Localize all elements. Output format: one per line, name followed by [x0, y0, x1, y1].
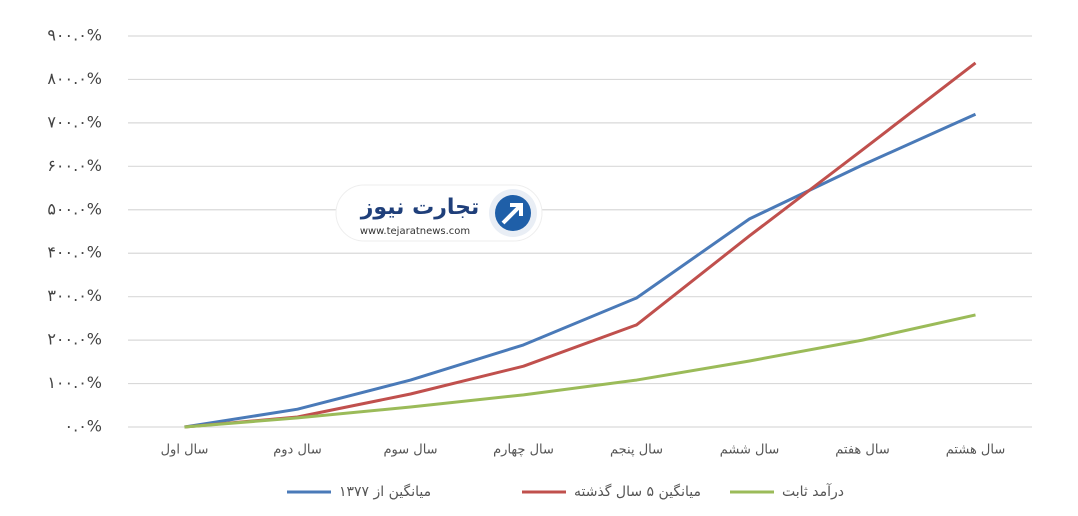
- series-line: [184, 313, 976, 429]
- legend-label: میانگین ۵ سال گذشته: [574, 483, 701, 500]
- watermark-arrow: [501, 203, 523, 225]
- x-tick-label: سال دوم: [273, 443, 322, 458]
- y-tick-label: ۲۰۰.۰%: [47, 330, 102, 349]
- x-tick-label: سال چهارم: [493, 443, 554, 458]
- series-line: [184, 61, 977, 429]
- y-tick-label: ۸۰۰.۰%: [47, 69, 102, 88]
- watermark-title: تجارت نیوز: [360, 195, 480, 220]
- legend-label: درآمد ثابت: [782, 483, 844, 500]
- series-line: [184, 112, 977, 429]
- y-tick-label: ۱۰۰.۰%: [47, 373, 102, 392]
- watermark-url: www.tejaratnews.com: [360, 226, 470, 237]
- y-tick-label: ۰.۰%: [65, 417, 102, 436]
- x-tick-label: سال پنجم: [610, 443, 663, 458]
- y-tick-label: ۶۰۰.۰%: [47, 156, 102, 175]
- watermark-box: [335, 184, 543, 242]
- y-tick-label: ۴۰۰.۰%: [47, 243, 102, 262]
- x-tick-label: سال ششم: [720, 443, 780, 458]
- y-tick-label: ۵۰۰.۰%: [47, 199, 102, 218]
- y-tick-label: ۹۰۰.۰%: [47, 26, 102, 45]
- y-tick-label: ۷۰۰.۰%: [47, 112, 102, 131]
- legend-label: میانگین از ۱۳۷۷: [339, 483, 431, 500]
- x-tick-label: سال اول: [161, 443, 209, 458]
- x-tick-label: سال هفتم: [835, 443, 889, 458]
- x-tick-label: سال هشتم: [946, 443, 1005, 458]
- x-tick-label: سال سوم: [383, 443, 437, 458]
- watermark: تجارت نیوز www.tejaratnews.com: [335, 184, 543, 242]
- y-tick-label: ۳۰۰.۰%: [47, 286, 102, 305]
